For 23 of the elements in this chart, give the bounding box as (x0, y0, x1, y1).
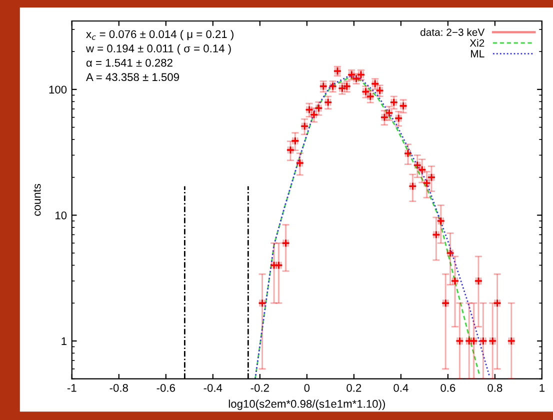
annotation: α = 1.541 ± 0.282 (86, 58, 172, 67)
x-tick-label: 1 (540, 384, 544, 392)
x-tick-label: -0.2 (250, 384, 269, 392)
legend-label: data: 2−3 keV (420, 28, 485, 36)
y-axis-title: counts (33, 184, 41, 216)
y-tick-label: 1 (62, 337, 66, 346)
annotation: w = 0.194 ± 0.011 ( σ = 0.14 ) (86, 44, 231, 55)
x-tick-label: -0.8 (110, 384, 128, 392)
x-tick-label: 0.4 (394, 384, 408, 392)
x-axis-title: log10(s2em*0.98/(s1e1m*1.10)) (228, 400, 385, 410)
x-tick-label: 0.6 (440, 384, 456, 392)
annotation: A = 43.358 ± 1.509 (86, 73, 179, 82)
legend-label: ML (471, 50, 484, 58)
x-tick-label: -0.6 (156, 384, 175, 392)
x-tick-label: 0.2 (346, 384, 362, 392)
legend-label: Xi2 (470, 39, 484, 47)
y-tick-label: 100 (49, 86, 67, 94)
x-tick-label: -0.4 (204, 384, 222, 392)
x-tick-label: 0.8 (488, 384, 502, 392)
annotation: x$_{c}$ = 0.076 ± 0.014 ( μ = 0.21 ) (86, 30, 234, 40)
y-tick-label: 10 (56, 211, 67, 220)
x-tick-label: 0 (304, 384, 310, 392)
x-tick-label: -1 (67, 384, 76, 392)
